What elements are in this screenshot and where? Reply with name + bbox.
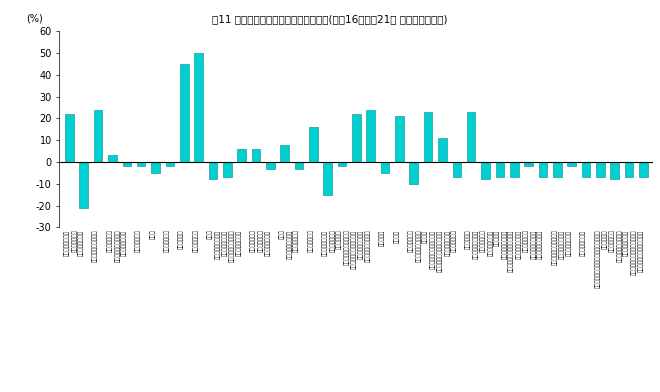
Bar	[496, 162, 504, 177]
Bar	[223, 162, 232, 177]
Text: ベッド・マットレス
（シングル・ダブル）: ベッド・マットレス （シングル・ダブル）	[358, 230, 371, 262]
Text: じゅうたん・カーペット
（スポット・だきを含む）: じゅうたん・カーペット （スポット・だきを含む）	[345, 230, 356, 269]
Bar	[137, 162, 145, 166]
Text: ルームエアコン: ルームエアコン	[193, 230, 199, 252]
Bar	[94, 110, 102, 162]
Bar	[510, 162, 519, 177]
Bar	[453, 162, 461, 177]
Bar	[352, 114, 361, 162]
Bar	[323, 162, 332, 195]
Bar	[309, 127, 317, 162]
Text: 乾燥機（衣類）: 乾燥機（衣類）	[164, 230, 170, 252]
Bar	[65, 114, 74, 162]
Text: 給湯器（ガス・石油）: 給湯器（ガス・石油）	[92, 230, 98, 262]
Text: フラット・スクリーン
を置いた: フラット・スクリーン を置いた	[416, 230, 428, 262]
Text: ビデオカメラ: ビデオカメラ	[465, 230, 471, 249]
Text: 太陽熱温水器・
ソーラーシステム: 太陽熱温水器・ ソーラーシステム	[72, 230, 84, 256]
Bar	[123, 162, 131, 166]
Bar	[180, 64, 189, 162]
Bar	[266, 162, 275, 169]
Text: ルームエアコン２: ルームエアコン２	[322, 230, 328, 256]
Text: (%): (%)	[26, 14, 43, 24]
Text: こたつ: こたつ	[279, 230, 284, 239]
Text: パソコン: パソコン	[394, 230, 399, 243]
Bar	[151, 162, 160, 173]
Text: ブルーレイ（ＢＤ）
プレーヤー・有線放送を含む: ブルーレイ（ＢＤ） プレーヤー・有線放送を含む	[502, 230, 514, 272]
Bar	[424, 112, 432, 162]
Text: テレビジョン: テレビジョン	[179, 230, 184, 249]
Text: スポーツ用品（スポ
ーツ自転車を含む）: スポーツ用品（スポ ーツ自転車を含む）	[531, 230, 543, 259]
Text: カーオーディオ・
カーセット以上: カーオーディオ・ カーセット以上	[445, 230, 457, 256]
Text: スピーカーを置いた
有線放送を含む: スピーカーを置いた 有線放送を含む	[517, 230, 529, 259]
Bar	[338, 162, 346, 166]
Bar	[194, 53, 203, 162]
Bar	[524, 162, 533, 166]
Bar	[79, 162, 88, 208]
Bar	[238, 149, 246, 162]
Text: ビデオ・録画
機能付きテレビ: ビデオ・録画 機能付きテレビ	[603, 230, 614, 252]
Text: ソファーセット: ソファーセット	[308, 230, 313, 252]
Text: ホットカーペット・
電気で温めるもの: ホットカーペット・ 電気で温めるもの	[215, 230, 227, 259]
Bar	[581, 162, 590, 177]
Text: 掃除機: 掃除機	[207, 230, 213, 239]
Bar	[596, 162, 605, 177]
Bar	[251, 149, 260, 162]
Text: 洗濤機: 洗濤機	[150, 230, 156, 239]
Text: 自動食器洗い機: 自動食器洗い機	[135, 230, 141, 252]
Text: カーテン・ブラインド
などを付け替えた: カーテン・ブラインド などを付け替えた	[230, 230, 242, 262]
Bar	[467, 112, 475, 162]
Bar	[610, 162, 619, 180]
Bar	[481, 162, 490, 180]
Text: 自転車（ＭＴＢを含む）: 自転車（ＭＴＢを含む）	[552, 230, 557, 265]
Text: カーナビゲーション（カー
ナビ）・フルパネルを貼った: カーナビゲーション（カー ナビ）・フルパネルを貼った	[430, 230, 442, 272]
Text: 電磁調理器（ＩＨ調理
ヒーターを含む）: 電磁調理器（ＩＨ調理 ヒーターを含む）	[115, 230, 127, 262]
Text: 自動ピアノ: 自動ピアノ	[379, 230, 385, 246]
Bar	[568, 162, 576, 166]
Text: システムキッチン: システムキッチン	[64, 230, 69, 256]
Text: コンポ・絵画・写真（コンポ・
絵画のフローリングを含む）: コンポ・絵画・写真（コンポ・ 絵画のフローリングを含む）	[631, 230, 643, 275]
Bar	[280, 145, 289, 162]
Bar	[395, 116, 404, 162]
Text: 食器洗い乾燥機: 食器洗い乾燥機	[107, 230, 112, 252]
Bar	[625, 162, 634, 177]
Text: 普通乗用車（乗用車格が３５万円以上）: 普通乗用車（乗用車格が３５万円以上）	[595, 230, 601, 288]
Text: ルーフ・テーブル: ルーフ・テーブル	[580, 230, 586, 256]
Bar	[366, 110, 375, 162]
Text: 窓ガラスに断熱
フィルムを貼った: 窓ガラスに断熱 フィルムを貼った	[258, 230, 271, 256]
Bar	[639, 162, 647, 177]
Bar	[553, 162, 562, 177]
Bar	[166, 162, 174, 166]
Bar	[108, 156, 117, 162]
Text: 床を暖かくした: 床を暖かくした	[250, 230, 256, 252]
Text: テレビ（薄型）: テレビ（薄型）	[408, 230, 414, 252]
Bar	[539, 162, 547, 177]
Text: ピアノ・スタンダード
などの楽器を含む: ピアノ・スタンダード などの楽器を含む	[617, 230, 629, 262]
Text: フラッシュメモリ
オーディオ: フラッシュメモリ オーディオ	[488, 230, 500, 256]
Bar	[438, 138, 447, 162]
Text: ベッド大り付けたり
床に置いたりした: ベッド大り付けたり 床に置いたりした	[560, 230, 572, 259]
Bar	[209, 162, 217, 180]
Bar	[295, 162, 304, 169]
Text: 図11 主要耐久消費財所有数量の増減率(平成16年から21年 二人以上の世帯): 図11 主要耐久消費財所有数量の増減率(平成16年から21年 二人以上の世帯)	[213, 14, 447, 24]
Text: ホットカーペット・
リビングボード: ホットカーペット・ リビングボード	[287, 230, 299, 259]
Bar	[381, 162, 389, 173]
Text: ビデオ・テレビ
ゲーム内入力: ビデオ・テレビ ゲーム内入力	[330, 230, 342, 252]
Text: コンパクトデジタル
カメラ（２Ｄ）: コンパクトデジタル カメラ（２Ｄ）	[473, 230, 486, 259]
Bar	[409, 162, 418, 184]
